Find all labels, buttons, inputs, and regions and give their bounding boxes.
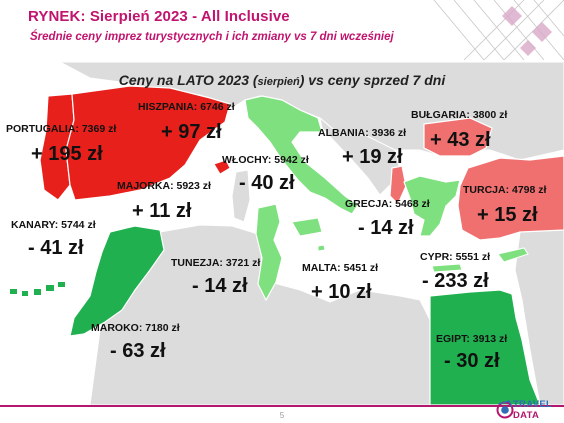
change-tunezja: - 14 zł	[192, 275, 248, 297]
label-tunezja: TUNEZJA: 3721 zł	[171, 257, 261, 269]
land-balkans	[319, 116, 401, 196]
region-turcja	[457, 155, 564, 241]
region-maroko	[69, 225, 165, 337]
logo-text-line2: DATA	[513, 410, 540, 421]
slide-title: RYNEK: Sierpień 2023 - All Inclusive	[28, 8, 290, 25]
map-heading-part1: Ceny na LATO 2023 (	[118, 72, 258, 88]
map-heading: Ceny na LATO 2023 (sierpień) vs ceny spr…	[0, 72, 564, 88]
label-malta: MALTA: 5451 zł	[302, 262, 379, 274]
land-sardinia	[231, 169, 251, 223]
change-bulgaria: + 43 zł	[430, 129, 491, 151]
change-turcja: + 15 zł	[477, 204, 538, 226]
change-albania: + 19 zł	[342, 146, 403, 168]
logo-text-line1: TRAVEL	[513, 399, 553, 410]
mediterranean-map	[0, 62, 564, 405]
label-maroko: MAROKO: 7180 zł	[91, 322, 180, 334]
label-majorka: MAJORKA: 5923 zł	[117, 180, 211, 192]
change-malta: + 10 zł	[311, 281, 372, 303]
region-wlochy-sicily	[291, 217, 323, 237]
region-egipt	[429, 289, 541, 405]
change-cypr: - 233 zł	[422, 270, 489, 292]
label-albania: ALBANIA: 3936 zł	[318, 127, 407, 139]
change-egipt: - 30 zł	[444, 350, 500, 372]
region-grecja	[403, 175, 461, 237]
decorative-pattern	[433, 0, 564, 60]
label-portugalia: PORTUGALIA: 7369 zł	[6, 123, 117, 135]
label-turcja: TURCJA: 4798 zł	[463, 184, 547, 196]
land-middle-east	[514, 229, 564, 405]
change-portugalia: + 195 zł	[31, 143, 103, 165]
region-grecja-crete	[431, 263, 463, 273]
label-egipt: EGIPT: 3913 zł	[436, 333, 508, 345]
label-cypr: CYPR: 5551 zł	[420, 251, 491, 263]
region-hiszpania	[65, 85, 231, 201]
map-heading-part2: ) vs ceny sprzed 7 dni	[299, 72, 446, 88]
region-majorka	[213, 159, 231, 175]
region-wlochy	[244, 95, 359, 215]
label-grecja: GRECJA: 5468 zł	[345, 198, 430, 210]
region-kanary	[10, 282, 65, 296]
label-bulgaria: BUŁGARIA: 3800 zł	[411, 109, 508, 121]
change-wlochy: - 40 zł	[239, 172, 295, 194]
region-bulgaria	[423, 117, 493, 157]
travel-data-logo-icon	[496, 400, 514, 419]
label-wlochy: WŁOCHY: 5942 zł	[222, 154, 309, 166]
land-north-africa	[89, 224, 431, 405]
slide-subtitle: Średnie ceny imprez turystycznych i ich …	[30, 31, 394, 43]
change-grecja: - 14 zł	[358, 217, 414, 239]
change-hiszpania: + 97 zł	[161, 121, 222, 143]
page-number: 5	[279, 411, 285, 420]
label-hiszpania: HISZPANIA: 6746 zł	[138, 101, 235, 113]
region-malta	[317, 244, 326, 252]
change-kanary: - 41 zł	[28, 237, 84, 259]
footer-line	[0, 405, 564, 407]
region-cypr	[497, 247, 529, 263]
change-maroko: - 63 zł	[110, 340, 166, 362]
map-heading-month: sierpień	[257, 76, 300, 88]
region-tunezja	[255, 203, 283, 302]
change-majorka: + 11 zł	[132, 200, 192, 222]
region-albania	[389, 165, 407, 206]
label-kanary: KANARY: 5744 zł	[11, 219, 96, 231]
